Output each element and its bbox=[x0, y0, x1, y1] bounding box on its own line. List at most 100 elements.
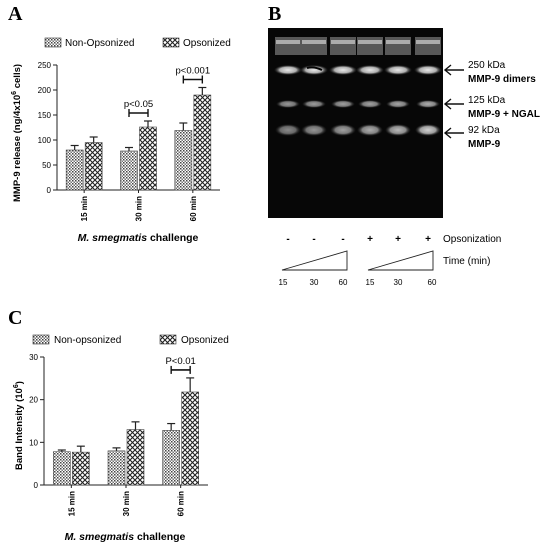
gel-band-92 bbox=[275, 124, 301, 136]
x-tick-label: 30 min bbox=[135, 196, 144, 221]
gel-lane bbox=[414, 37, 442, 136]
time-value: 15 bbox=[366, 278, 375, 287]
time-values: 15 30 60 15 30 60 bbox=[279, 278, 437, 287]
gel-band-92 bbox=[330, 124, 356, 136]
significance-label: p<0.05 bbox=[124, 99, 153, 110]
y-tick-label: 30 bbox=[29, 353, 38, 362]
bar-opsonized bbox=[181, 391, 199, 486]
gel-well bbox=[357, 37, 383, 55]
legend-non-opsonized-swatch bbox=[32, 334, 50, 345]
panel-letter-c: C bbox=[8, 307, 22, 329]
significance-label: P<0.01 bbox=[165, 356, 195, 367]
significance-label: p<0.001 bbox=[176, 66, 211, 77]
opsonization-row: - - - + + + Opsonization bbox=[286, 234, 501, 245]
gel-well bbox=[330, 37, 356, 55]
y-tick-label: 150 bbox=[38, 111, 52, 120]
gel-image: 250 kDa MMP-9 dimers 125 kDa MMP-9 + NGA… bbox=[268, 28, 540, 287]
bar-opsonized bbox=[139, 126, 157, 191]
chart-c: Non-opsonized Opsonized Band Intensity (… bbox=[13, 334, 229, 543]
legend-opsonized-swatch bbox=[162, 37, 180, 48]
time-wedges: Time (min) bbox=[281, 250, 490, 271]
chart-a: Non-Opsonized Opsonized MMP-9 release (n… bbox=[11, 37, 231, 244]
y-tick-label: 200 bbox=[38, 86, 52, 95]
gel-well bbox=[415, 37, 441, 55]
category-group: 30 min bbox=[120, 120, 157, 221]
gel-well bbox=[385, 37, 411, 55]
legend-non-opsonized-swatch bbox=[44, 37, 62, 48]
significance-annotation: P<0.01 bbox=[165, 356, 196, 374]
category-group: 30 min bbox=[107, 421, 145, 516]
y-tick-label: 50 bbox=[42, 161, 51, 170]
arrow-icon bbox=[443, 127, 464, 139]
bar-non-opsonized bbox=[53, 451, 71, 486]
gel-lane bbox=[384, 37, 412, 136]
gel-band-125 bbox=[276, 100, 300, 108]
time-value: 30 bbox=[394, 278, 403, 287]
legend-opsonized-label: Opsonized bbox=[181, 335, 229, 346]
chart-c-y-axis-label: Band Intensity (106) bbox=[13, 381, 25, 470]
legend-opsonized-label: Opsonized bbox=[183, 38, 231, 49]
y-tick-label: 10 bbox=[29, 438, 38, 447]
gel-band-labels: 250 kDa MMP-9 dimers 125 kDa MMP-9 + NGA… bbox=[443, 60, 540, 150]
time-wedge-1 bbox=[281, 250, 348, 271]
gel-band-125 bbox=[358, 100, 382, 108]
arrow-icon bbox=[443, 98, 464, 110]
x-tick-label: 60 min bbox=[177, 491, 186, 516]
time-value: 30 bbox=[310, 278, 319, 287]
band-name: MMP-9 + NGAL bbox=[468, 109, 540, 120]
y-tick-label: 0 bbox=[47, 186, 52, 195]
gel-lane bbox=[356, 37, 384, 136]
gel-lane bbox=[300, 37, 328, 136]
gel-well bbox=[301, 37, 327, 55]
gel-background bbox=[268, 28, 443, 218]
band-kda: 92 kDa bbox=[468, 125, 500, 136]
legend-non-opsonized-label: Non-Opsonized bbox=[65, 38, 134, 49]
band-label-125: 125 kDa MMP-9 + NGAL bbox=[443, 95, 540, 120]
bar-opsonized bbox=[193, 94, 212, 191]
gel-lane bbox=[329, 37, 357, 136]
y-tick-label: 250 bbox=[38, 61, 52, 70]
gel-band-92 bbox=[415, 124, 441, 136]
gel-well-edge bbox=[386, 40, 410, 44]
bar-non-opsonized bbox=[107, 450, 126, 486]
opsonization-mark: + bbox=[425, 234, 431, 245]
opsonization-mark: - bbox=[286, 234, 289, 245]
x-tick-label: 30 min bbox=[122, 491, 131, 516]
gel-band-250 bbox=[274, 65, 302, 75]
x-tick-label: 15 min bbox=[80, 196, 89, 221]
opsonization-mark: + bbox=[367, 234, 373, 245]
gel-band-125 bbox=[302, 100, 326, 108]
opsonization-label: Opsonization bbox=[443, 234, 501, 245]
gel-well-edge bbox=[331, 40, 355, 44]
bar-opsonized bbox=[72, 451, 90, 486]
band-label-92: 92 kDa MMP-9 bbox=[443, 125, 501, 150]
y-tick-label: 20 bbox=[29, 396, 38, 405]
gel-well-edge bbox=[358, 40, 382, 44]
bar-opsonized bbox=[126, 429, 145, 486]
gel-band-92 bbox=[385, 124, 411, 136]
opsonization-mark: + bbox=[395, 234, 401, 245]
bar-non-opsonized bbox=[65, 149, 84, 191]
gel-band-250 bbox=[356, 65, 384, 75]
band-name: MMP-9 bbox=[468, 139, 501, 150]
time-wedge-2 bbox=[367, 250, 434, 271]
chart-a-legend: Non-Opsonized Opsonized bbox=[44, 37, 231, 49]
time-value: 60 bbox=[428, 278, 437, 287]
category-group: 60 min bbox=[162, 377, 199, 516]
opsonization-mark: - bbox=[341, 234, 344, 245]
chart-a-y-axis-label: MMP-9 release (ng/4x106 cells) bbox=[11, 64, 23, 202]
chart-c-legend: Non-opsonized Opsonized bbox=[32, 334, 229, 346]
category-group: 15 min bbox=[53, 445, 90, 516]
x-tick-label: 15 min bbox=[67, 491, 76, 516]
time-value: 15 bbox=[279, 278, 288, 287]
legend-opsonized-swatch bbox=[159, 334, 177, 345]
opsonization-mark: - bbox=[312, 234, 315, 245]
arrow-icon bbox=[443, 64, 464, 76]
gel-band-125 bbox=[386, 100, 410, 108]
x-tick-label: 60 min bbox=[189, 196, 198, 221]
gel-band-250 bbox=[329, 65, 357, 75]
gel-well bbox=[275, 37, 301, 55]
significance-annotation: p<0.05 bbox=[124, 99, 153, 117]
band-kda: 125 kDa bbox=[468, 95, 506, 106]
